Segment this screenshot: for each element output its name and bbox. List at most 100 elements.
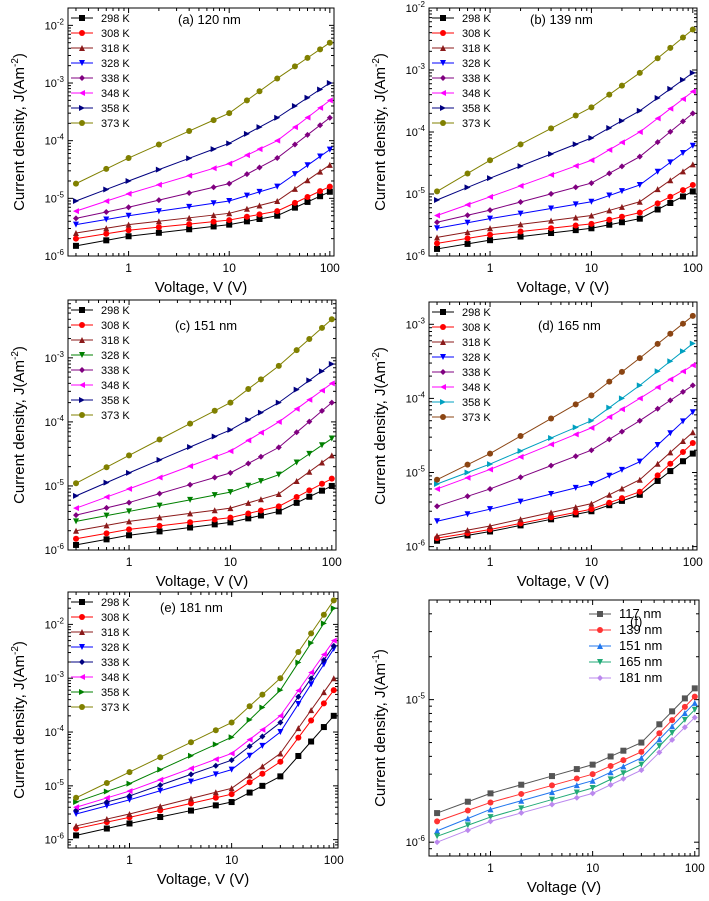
data-point [434, 188, 441, 195]
data-point [259, 704, 266, 711]
plot-frame [67, 591, 339, 849]
data-point [210, 146, 217, 153]
data-point [679, 458, 686, 465]
data-point [589, 771, 596, 778]
data-point [548, 230, 555, 237]
data-point [689, 88, 696, 95]
data-point [679, 76, 686, 83]
data-point [434, 219, 441, 226]
data-point [126, 469, 133, 476]
data-point [293, 405, 300, 412]
data-point [126, 810, 133, 817]
data-point [517, 448, 524, 455]
y-tick-label: 10-4 [406, 390, 426, 405]
series-308-K [73, 475, 335, 542]
legend-label: 318 K [101, 627, 130, 639]
data-point [597, 643, 603, 649]
data-point [103, 225, 110, 232]
data-point [320, 657, 327, 664]
data-point [275, 503, 282, 510]
data-point [73, 804, 80, 811]
data-point [487, 506, 494, 513]
data-point [295, 659, 302, 666]
data-point [155, 218, 162, 225]
data-point [638, 767, 645, 774]
data-point [330, 712, 337, 719]
data-point [103, 479, 110, 486]
data-point [589, 761, 596, 768]
data-point [304, 114, 311, 121]
data-point [306, 418, 313, 425]
data-point [211, 516, 218, 523]
data-point [210, 212, 217, 219]
data-point [320, 700, 327, 707]
tick-base: 10 [45, 835, 57, 847]
label-main: Current density, J(Am [11, 67, 28, 211]
data-point [317, 168, 324, 175]
series-117-nm [434, 685, 698, 817]
data-point [295, 752, 302, 759]
data-point [245, 499, 252, 506]
data-point [464, 822, 471, 829]
label-exponent: -1 [371, 654, 382, 663]
tick-base: 10 [406, 189, 418, 201]
data-point [187, 739, 194, 746]
series-line [75, 99, 331, 212]
data-point [607, 753, 614, 760]
data-point [126, 526, 133, 533]
series-328-K [434, 142, 696, 232]
data-point [291, 204, 298, 211]
data-point [606, 378, 613, 385]
series-line [436, 384, 694, 507]
data-point [330, 675, 337, 682]
data-point [606, 146, 613, 153]
data-point [245, 416, 252, 423]
data-point [464, 212, 471, 219]
data-point [434, 503, 441, 510]
data-point [654, 206, 661, 213]
data-point [187, 795, 194, 802]
series-line [75, 607, 335, 803]
legend-label: 373 K [101, 118, 130, 130]
y-axis-label: Current density, J(Am-2) [10, 346, 28, 504]
data-point [103, 780, 110, 787]
data-point [464, 493, 471, 500]
data-point [636, 69, 643, 76]
data-point [212, 802, 219, 809]
data-point [440, 15, 446, 21]
data-point [72, 235, 79, 242]
tick-exponent: -3 [57, 350, 65, 359]
data-point [548, 171, 555, 178]
tick-exponent: -2 [57, 616, 65, 625]
data-point [618, 203, 625, 210]
data-point [548, 217, 555, 224]
data-point [689, 142, 696, 149]
data-point [636, 153, 643, 160]
data-point [73, 794, 80, 801]
data-point [606, 491, 613, 498]
data-point [638, 748, 645, 755]
data-point [256, 215, 263, 222]
data-point [667, 159, 674, 166]
data-point [548, 789, 555, 796]
data-point [318, 387, 325, 394]
data-point [155, 208, 162, 215]
series-line [75, 640, 335, 808]
data-point [275, 471, 282, 478]
x-tick-label: 100 [324, 853, 344, 867]
data-point [228, 719, 235, 726]
data-point [125, 155, 132, 162]
data-point [308, 630, 315, 637]
data-point [317, 86, 324, 93]
data-point [103, 464, 110, 471]
data-point [548, 190, 555, 197]
data-point [211, 507, 218, 514]
data-point [228, 785, 235, 792]
data-point [245, 386, 252, 393]
label-main: Current density, J(Am [372, 361, 389, 505]
data-point [293, 347, 300, 354]
data-point [259, 742, 266, 749]
data-point [126, 820, 133, 827]
panel-tag: (a) 120 nm [178, 12, 241, 27]
